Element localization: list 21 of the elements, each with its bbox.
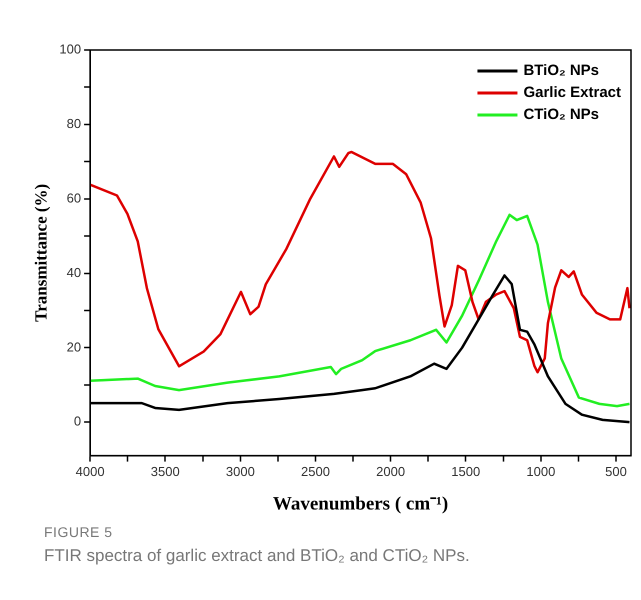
y-tick-label: 40 xyxy=(66,264,82,280)
y-tick-label: 100 xyxy=(59,42,82,57)
x-axis-title: Wavenumbers ( cm⁻¹) xyxy=(272,494,448,515)
x-tick-label: 2500 xyxy=(301,464,330,479)
x-tick-label: 3500 xyxy=(150,464,180,479)
x-tick-label: 2000 xyxy=(376,464,406,479)
legend-label: Garlic Extract xyxy=(523,84,622,102)
legend-label: CTiO₂ NPs xyxy=(523,106,600,124)
text: FTIR spectra of garlic extract and BTiO₂ and CTiO₂ NPs. xyxy=(44,546,471,566)
y-tick-label: 0 xyxy=(74,414,82,429)
x-tick-label: 4000 xyxy=(76,464,105,479)
x-tick-label: 500 xyxy=(605,464,627,479)
caption: FIGURE 5 xyxy=(44,524,114,540)
legend-label: BTiO₂ NPs xyxy=(523,62,600,80)
x-tick-label: 3000 xyxy=(226,464,255,479)
x-tick-label: 1500 xyxy=(451,464,480,479)
y-tick-label: 60 xyxy=(66,190,82,206)
y-axis-title: Transmittance (%) xyxy=(32,184,51,322)
x-tick-label: 1000 xyxy=(526,464,556,479)
y-tick-label: 20 xyxy=(66,339,82,354)
y-tick-label: 80 xyxy=(66,116,82,131)
